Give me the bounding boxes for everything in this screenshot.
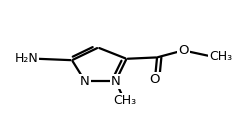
- Text: CH₃: CH₃: [209, 50, 233, 62]
- Text: N: N: [80, 75, 90, 88]
- Text: O: O: [150, 73, 160, 86]
- Text: N: N: [111, 75, 121, 88]
- Text: CH₃: CH₃: [113, 94, 136, 107]
- Text: O: O: [178, 44, 188, 57]
- Text: H₂N: H₂N: [15, 52, 38, 65]
